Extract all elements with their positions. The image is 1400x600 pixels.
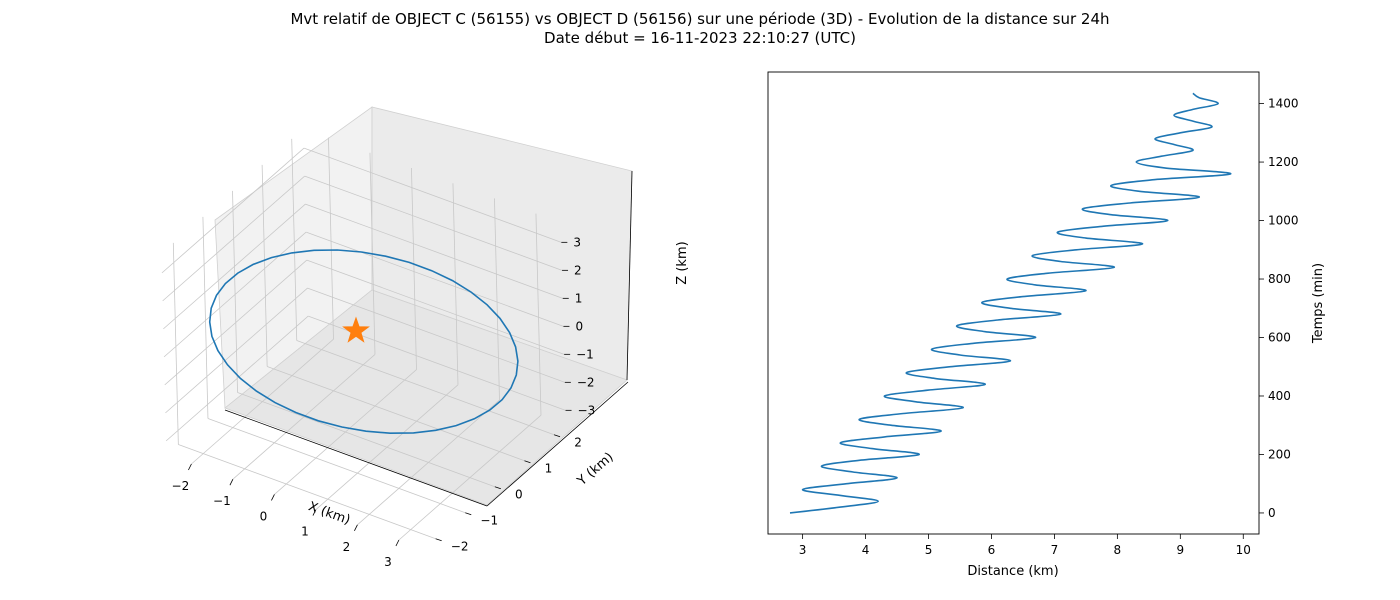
grid-3d <box>161 137 566 541</box>
x-tick-mark <box>229 479 234 486</box>
grid-back-z <box>304 175 563 271</box>
grid-side-y <box>202 216 209 419</box>
x-ticks: 3 4 5 6 7 8 9 10 <box>799 534 1251 557</box>
z-tick-label: 3 <box>573 235 581 249</box>
grid-back-x <box>535 213 542 416</box>
y-tick-label: 1400 <box>1268 97 1299 111</box>
x-tick-label: 8 <box>1114 543 1122 557</box>
figure-title-line1: Mvt relatif de OBJECT C (56155) vs OBJEC… <box>290 10 1110 28</box>
x-tick-label: 5 <box>925 543 933 557</box>
x-tick-mark <box>271 494 275 501</box>
y-tick-mark <box>465 512 472 516</box>
grid-floor-y <box>237 392 495 488</box>
plot-frame <box>767 71 1260 535</box>
z-axis-label: Z (km) <box>675 241 690 284</box>
x-tick-label: 1 <box>301 525 309 539</box>
y-tick-label: 2 <box>574 436 582 450</box>
trajectory-line <box>208 249 519 435</box>
y-axis-label-2d: Temps (min) <box>1311 263 1326 344</box>
grid-floor-y <box>207 418 466 514</box>
x-tick-label: 6 <box>988 543 996 557</box>
y-tick-label: −1 <box>480 514 498 528</box>
grid-back-z <box>305 203 563 299</box>
x-tick-label: 2 <box>343 540 351 554</box>
y-tick-label: 1 <box>545 462 553 476</box>
figure-title-line2: Date début = 16-11-2023 22:10:27 (UTC) <box>544 29 856 47</box>
grid-side-z <box>163 231 307 358</box>
y-tick-label: 600 <box>1268 331 1291 345</box>
x-tick-mark <box>395 539 400 547</box>
grid-floor-y <box>296 340 555 436</box>
grid-back-z <box>306 231 564 327</box>
y-tick-label: 400 <box>1268 389 1291 403</box>
grid-side-y <box>261 164 268 367</box>
grid-back-z <box>303 147 562 243</box>
z-tick-label: −1 <box>576 347 594 361</box>
grid-side-z <box>165 287 308 414</box>
y-tick-mark <box>435 538 442 542</box>
grid-back-x <box>411 167 417 370</box>
x-tick-label: −1 <box>213 494 231 508</box>
grid-floor-y <box>178 444 436 540</box>
ticks-3d: −2 −1 0 1 2 3 −2 −1 0 1 2 −3 −2 −1 0 1 2 3 <box>172 235 596 569</box>
y-tick-label: −2 <box>451 540 469 554</box>
subplot-distance-vs-time: 3 4 5 6 7 8 9 10 0 200 400 600 800 1000 1200 1400 Dist… <box>767 71 1326 579</box>
object-star-marker <box>342 316 370 343</box>
x-axis-label-2d: Distance (km) <box>967 564 1058 579</box>
z-axis-line <box>626 170 633 381</box>
x-tick-label: −2 <box>172 479 190 493</box>
grid-back-x <box>494 198 500 401</box>
x-tick-mark <box>354 524 358 531</box>
grid-floor-y <box>267 366 525 462</box>
y-ticks: 0 200 400 600 800 1000 1200 1400 <box>1259 97 1299 520</box>
grid-side-z <box>161 147 305 274</box>
grid-side-y <box>232 190 238 393</box>
y-tick-mark <box>524 460 531 464</box>
y-tick-label: 0 <box>1268 506 1276 520</box>
y-tick-label: 1200 <box>1268 155 1299 169</box>
x-tick-label: 3 <box>799 543 807 557</box>
y-tick-mark <box>494 486 501 490</box>
grid-back-x <box>452 183 459 385</box>
y-tick-label: 800 <box>1268 272 1291 286</box>
z-tick-label: −2 <box>577 375 595 389</box>
grid-back-z <box>306 259 565 355</box>
x-axis-label: X (km) <box>306 499 352 528</box>
grid-side-z <box>163 203 306 330</box>
grid-side-z <box>164 259 308 386</box>
grid-side-z <box>165 315 309 442</box>
x-tick-label: 3 <box>384 555 392 569</box>
x-tick-label: 4 <box>862 543 870 557</box>
figure-title: Mvt relatif de OBJECT C (56155) vs OBJEC… <box>0 10 1400 48</box>
grid-back-x <box>328 137 334 340</box>
distance-series-line <box>789 92 1232 514</box>
grid-side-z <box>162 175 306 302</box>
z-tick-label: 2 <box>574 263 582 277</box>
x-tick-mark <box>188 463 192 471</box>
x-tick-mark <box>312 509 317 516</box>
x-tick-label: 7 <box>1051 543 1059 557</box>
grid-side-y <box>172 242 179 445</box>
y-tick-label: 200 <box>1268 447 1291 461</box>
z-tick-label: 1 <box>575 291 583 305</box>
x-tick-label: 0 <box>260 509 268 523</box>
z-tick-label: 0 <box>575 319 583 333</box>
x-axis-line <box>224 409 488 507</box>
y-tick-label: 0 <box>515 488 523 502</box>
y-axis-label: Y (km) <box>574 450 617 490</box>
y-axis-line <box>486 381 629 507</box>
z-tick-label: −3 <box>578 403 596 417</box>
grid-back-z <box>307 287 565 383</box>
y-tick-label: 1000 <box>1268 214 1299 228</box>
grid-side-y <box>291 138 298 341</box>
x-tick-label: 9 <box>1176 543 1184 557</box>
x-tick-label: 10 <box>1236 543 1251 557</box>
y-tick-mark <box>553 434 561 438</box>
